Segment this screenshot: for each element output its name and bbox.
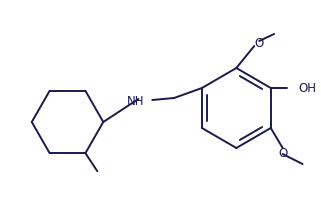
Text: OH: OH (299, 82, 317, 95)
Text: O: O (278, 147, 287, 159)
Text: O: O (255, 37, 264, 49)
Text: NH: NH (127, 95, 144, 107)
